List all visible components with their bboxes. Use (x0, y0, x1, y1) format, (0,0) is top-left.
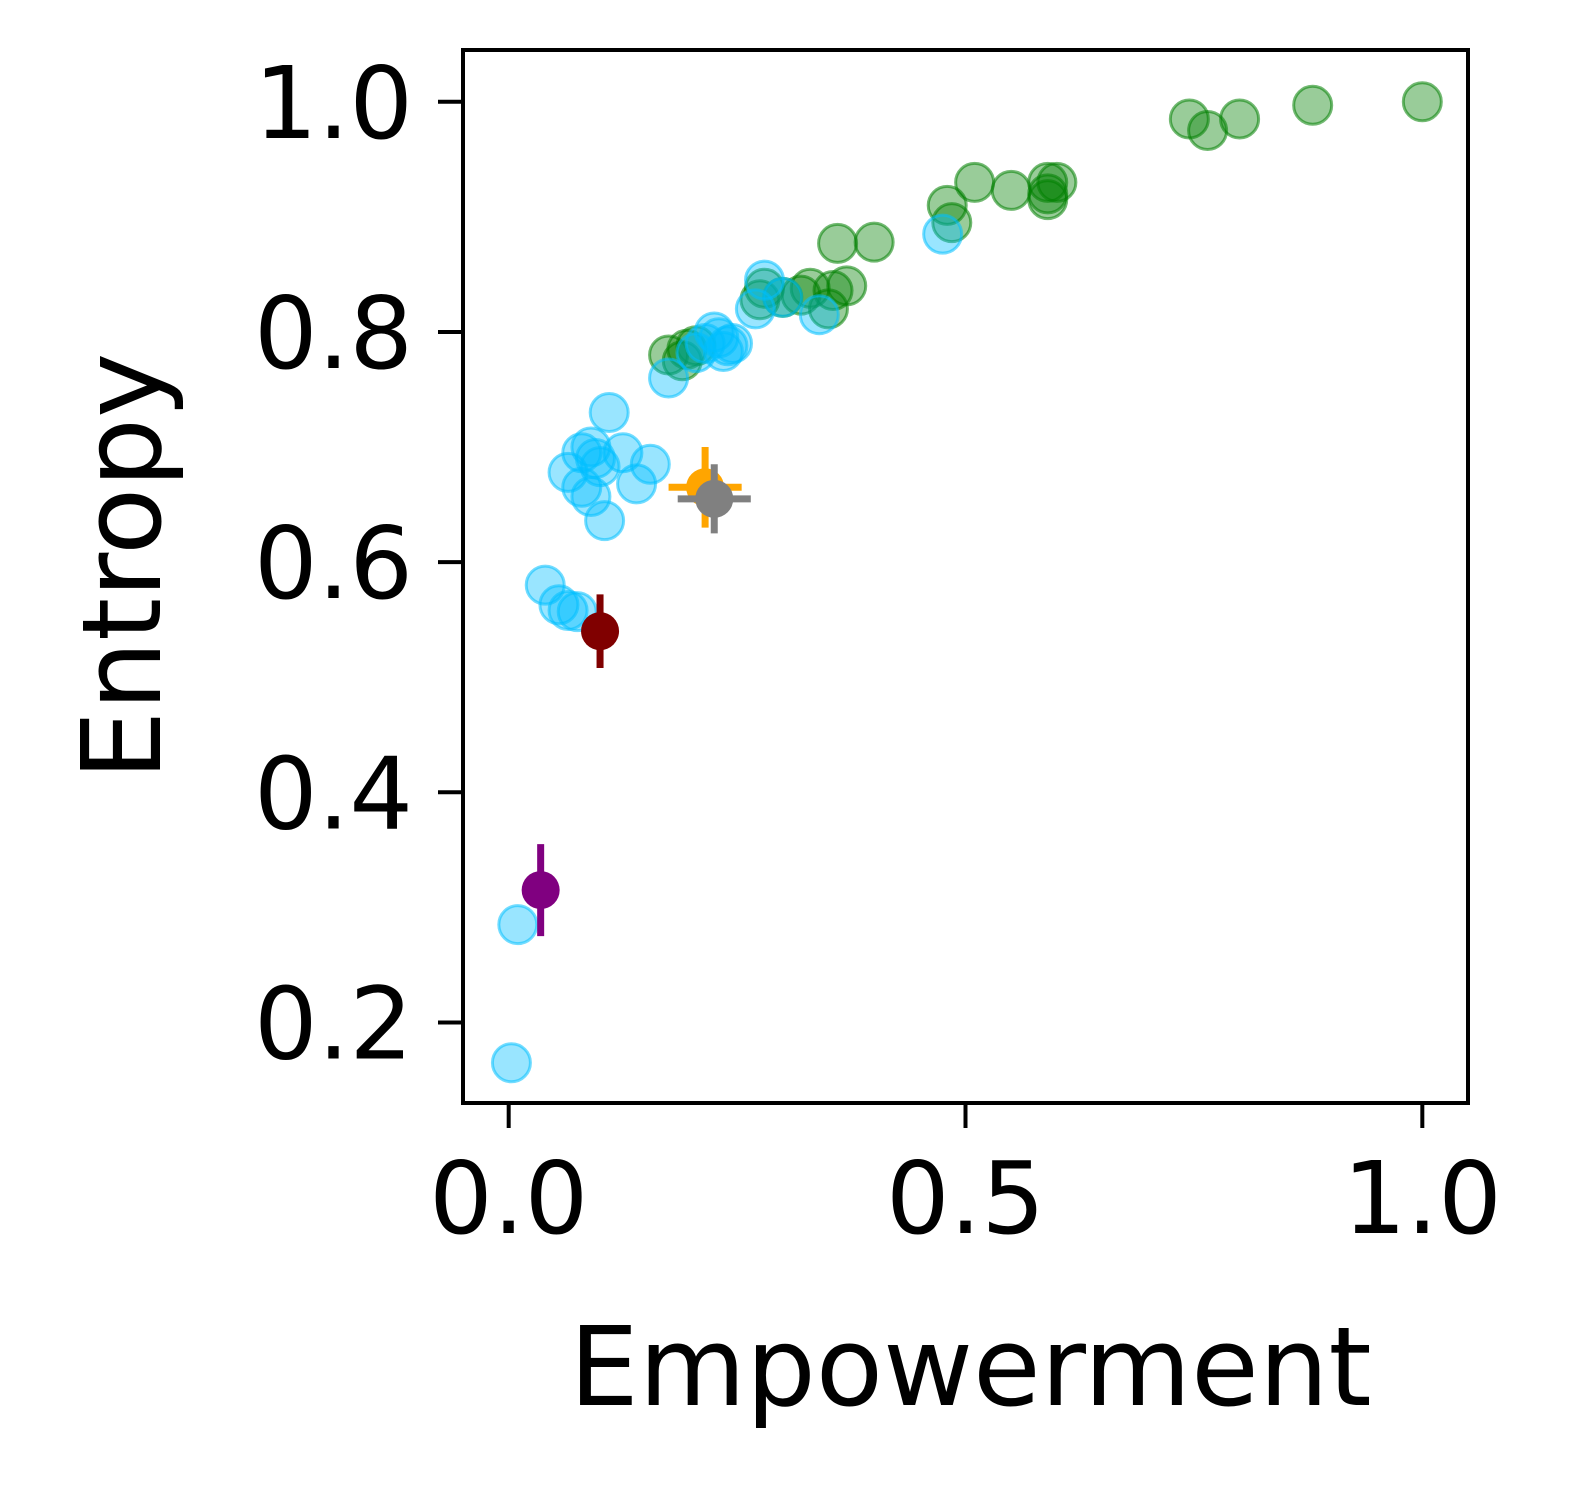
data-point (1219, 98, 1261, 140)
series-4 (581, 594, 620, 668)
data-point (798, 294, 840, 336)
plot-frame (461, 48, 1470, 1105)
data-point (497, 904, 539, 946)
data-point (695, 479, 734, 518)
x-axis: 0.0 0.5 1.0 (429, 1103, 1502, 1257)
y-axis: 0.2 0.4 0.6 0.8 1.0 (254, 45, 463, 1082)
series-1 (490, 213, 964, 1084)
data-point (954, 161, 996, 203)
data-point (1401, 81, 1443, 123)
data-point (616, 463, 658, 505)
x-tick-label: 0.5 (886, 1140, 1045, 1257)
y-tick-label: 0.2 (254, 965, 413, 1082)
x-tick-label: 1.0 (1343, 1140, 1502, 1257)
data-point (675, 332, 717, 374)
data-point (570, 476, 612, 518)
y-tick-label: 0.4 (254, 735, 413, 852)
data-point (1292, 84, 1334, 126)
series-5 (521, 844, 560, 937)
data-point (581, 612, 620, 651)
data-point (584, 500, 626, 542)
plot-points (490, 81, 1443, 1084)
data-point (490, 1042, 532, 1084)
data-point (1168, 98, 1210, 140)
data-point (817, 222, 859, 264)
data-point (648, 357, 690, 399)
y-axis-label: Entropy (58, 353, 186, 780)
data-point (1027, 179, 1069, 221)
data-point (853, 221, 895, 263)
data-point (922, 213, 964, 255)
x-axis-label: Empowerment (569, 1303, 1371, 1431)
y-tick-label: 0.8 (254, 275, 413, 392)
y-tick-label: 0.6 (254, 505, 413, 622)
data-point (588, 392, 630, 434)
x-tick-label: 0.0 (429, 1140, 588, 1257)
data-point (762, 276, 804, 318)
data-point (521, 871, 560, 910)
series-0 (648, 81, 1443, 382)
series-3 (677, 464, 751, 534)
y-tick-label: 1.0 (254, 45, 413, 162)
data-point (990, 169, 1032, 211)
